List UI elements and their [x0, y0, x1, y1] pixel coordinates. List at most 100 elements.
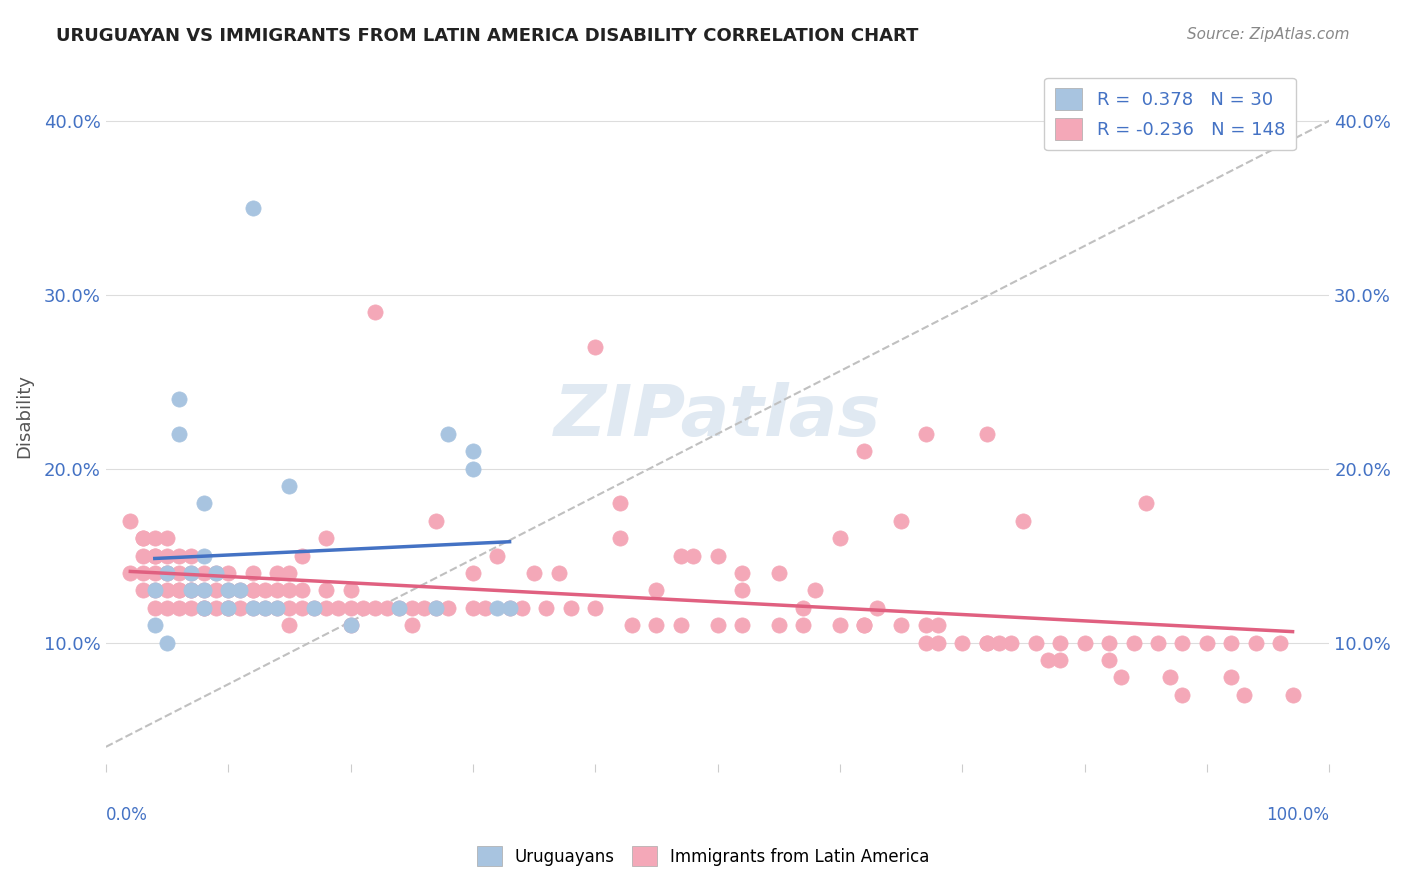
- Point: [167, 392, 190, 406]
- Point: [217, 583, 239, 598]
- Point: [792, 600, 814, 615]
- Point: [645, 618, 668, 632]
- Point: [1073, 635, 1095, 649]
- Point: [242, 583, 264, 598]
- Point: [229, 583, 252, 598]
- Text: ZIPatlas: ZIPatlas: [554, 382, 882, 450]
- Point: [242, 600, 264, 615]
- Point: [1171, 688, 1194, 702]
- Point: [1147, 635, 1170, 649]
- Point: [328, 600, 350, 615]
- Point: [205, 583, 228, 598]
- Point: [167, 600, 190, 615]
- Point: [242, 566, 264, 580]
- Point: [609, 531, 631, 545]
- Point: [976, 635, 998, 649]
- Point: [804, 583, 827, 598]
- Point: [193, 549, 215, 563]
- Point: [976, 426, 998, 441]
- Point: [352, 600, 374, 615]
- Point: [339, 618, 361, 632]
- Text: URUGUAYAN VS IMMIGRANTS FROM LATIN AMERICA DISABILITY CORRELATION CHART: URUGUAYAN VS IMMIGRANTS FROM LATIN AMERI…: [56, 27, 918, 45]
- Point: [156, 635, 179, 649]
- Point: [620, 618, 643, 632]
- Point: [461, 600, 484, 615]
- Point: [217, 600, 239, 615]
- Point: [364, 600, 387, 615]
- Point: [1098, 653, 1121, 667]
- Point: [1122, 635, 1144, 649]
- Point: [131, 549, 153, 563]
- Point: [217, 600, 239, 615]
- Point: [242, 600, 264, 615]
- Point: [523, 566, 546, 580]
- Point: [266, 600, 288, 615]
- Point: [583, 340, 606, 354]
- Point: [914, 618, 936, 632]
- Point: [1220, 635, 1243, 649]
- Point: [768, 566, 790, 580]
- Point: [401, 618, 423, 632]
- Point: [143, 583, 166, 598]
- Point: [1049, 653, 1071, 667]
- Point: [388, 600, 411, 615]
- Point: [156, 531, 179, 545]
- Point: [706, 549, 728, 563]
- Point: [425, 514, 447, 528]
- Point: [193, 600, 215, 615]
- Point: [1109, 670, 1132, 684]
- Point: [853, 618, 876, 632]
- Point: [266, 583, 288, 598]
- Point: [1244, 635, 1267, 649]
- Point: [486, 600, 509, 615]
- Point: [1036, 653, 1059, 667]
- Point: [425, 600, 447, 615]
- Point: [583, 600, 606, 615]
- Point: [180, 549, 202, 563]
- Point: [180, 583, 202, 598]
- Point: [266, 600, 288, 615]
- Point: [253, 583, 276, 598]
- Point: [278, 600, 301, 615]
- Point: [156, 566, 179, 580]
- Point: [486, 549, 509, 563]
- Point: [498, 600, 520, 615]
- Legend: Uruguayans, Immigrants from Latin America: Uruguayans, Immigrants from Latin Americ…: [468, 838, 938, 875]
- Point: [156, 583, 179, 598]
- Point: [217, 583, 239, 598]
- Point: [339, 618, 361, 632]
- Point: [143, 583, 166, 598]
- Point: [131, 583, 153, 598]
- Point: [278, 566, 301, 580]
- Point: [315, 583, 337, 598]
- Text: 0.0%: 0.0%: [105, 806, 148, 824]
- Point: [865, 600, 887, 615]
- Point: [143, 531, 166, 545]
- Point: [167, 549, 190, 563]
- Point: [1159, 670, 1181, 684]
- Point: [510, 600, 533, 615]
- Point: [890, 514, 912, 528]
- Point: [193, 583, 215, 598]
- Point: [1270, 635, 1292, 649]
- Point: [167, 583, 190, 598]
- Point: [156, 600, 179, 615]
- Point: [536, 600, 558, 615]
- Point: [474, 600, 496, 615]
- Point: [156, 566, 179, 580]
- Point: [339, 583, 361, 598]
- Point: [266, 566, 288, 580]
- Point: [1171, 635, 1194, 649]
- Point: [1195, 635, 1218, 649]
- Point: [180, 583, 202, 598]
- Point: [253, 600, 276, 615]
- Point: [156, 566, 179, 580]
- Point: [1220, 670, 1243, 684]
- Point: [1025, 635, 1047, 649]
- Point: [180, 566, 202, 580]
- Point: [180, 583, 202, 598]
- Point: [927, 635, 949, 649]
- Point: [302, 600, 325, 615]
- Point: [437, 600, 460, 615]
- Point: [167, 426, 190, 441]
